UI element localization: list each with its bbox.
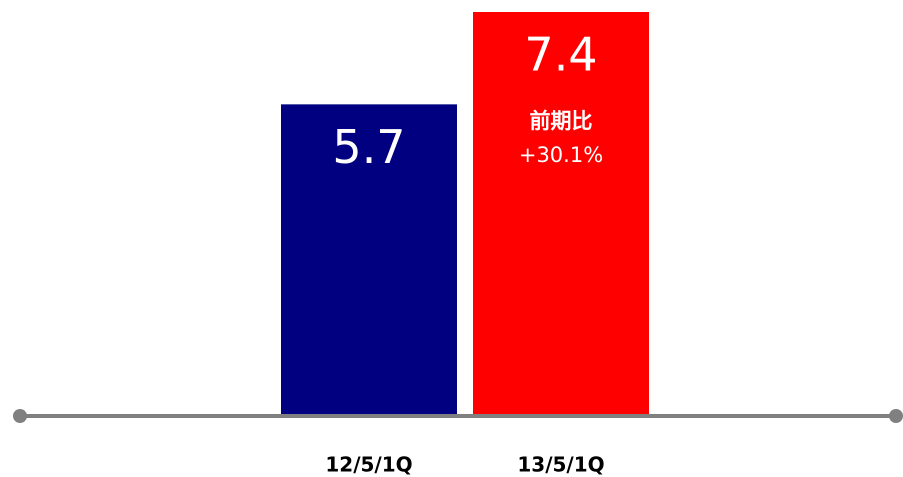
axis-end xyxy=(889,409,903,423)
annotation-title: 前期比 xyxy=(530,109,593,133)
value-label: 7.4 xyxy=(524,28,597,82)
annotation-text: +30.1% xyxy=(519,143,603,167)
bar xyxy=(281,104,457,414)
x-tick-label: 12/5/1Q xyxy=(325,453,412,477)
bar xyxy=(473,12,649,414)
x-tick-label: 13/5/1Q xyxy=(517,453,604,477)
axis-end xyxy=(13,409,27,423)
value-label: 5.7 xyxy=(332,120,405,174)
